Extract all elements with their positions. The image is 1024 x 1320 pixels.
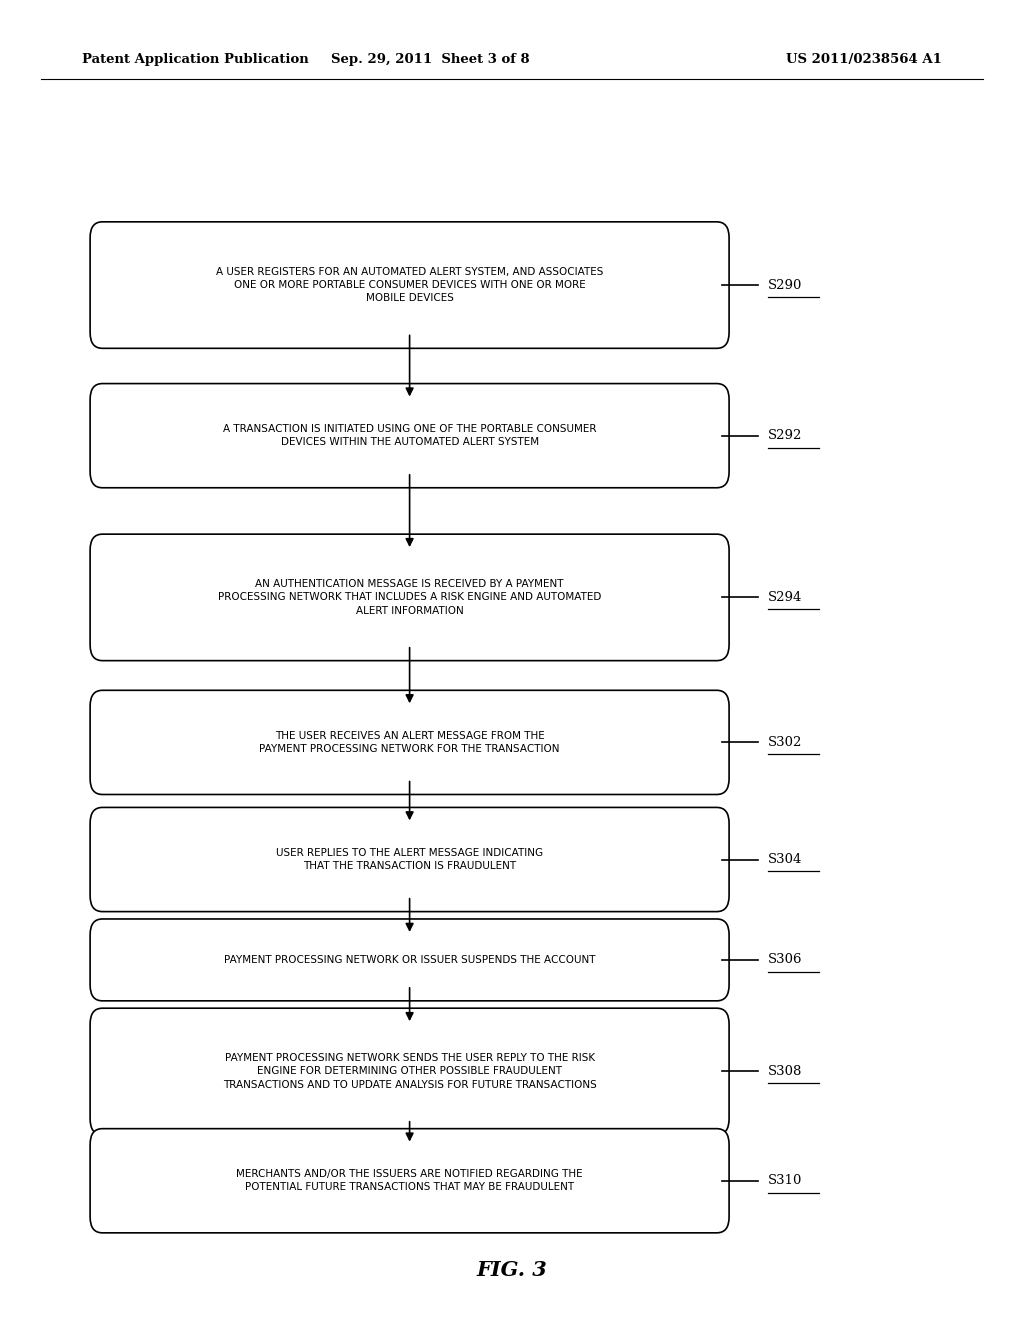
Text: S304: S304: [768, 853, 803, 866]
FancyBboxPatch shape: [90, 808, 729, 912]
Text: A TRANSACTION IS INITIATED USING ONE OF THE PORTABLE CONSUMER
DEVICES WITHIN THE: A TRANSACTION IS INITIATED USING ONE OF …: [223, 424, 596, 447]
Text: MERCHANTS AND/OR THE ISSUERS ARE NOTIFIED REGARDING THE
POTENTIAL FUTURE TRANSAC: MERCHANTS AND/OR THE ISSUERS ARE NOTIFIE…: [237, 1170, 583, 1192]
Text: A USER REGISTERS FOR AN AUTOMATED ALERT SYSTEM, AND ASSOCIATES
ONE OR MORE PORTA: A USER REGISTERS FOR AN AUTOMATED ALERT …: [216, 267, 603, 304]
Text: USER REPLIES TO THE ALERT MESSAGE INDICATING
THAT THE TRANSACTION IS FRAUDULENT: USER REPLIES TO THE ALERT MESSAGE INDICA…: [276, 847, 543, 871]
Text: PAYMENT PROCESSING NETWORK SENDS THE USER REPLY TO THE RISK
ENGINE FOR DETERMINI: PAYMENT PROCESSING NETWORK SENDS THE USE…: [223, 1053, 596, 1089]
Text: FIG. 3: FIG. 3: [476, 1259, 548, 1280]
Text: S306: S306: [768, 953, 803, 966]
Text: THE USER RECEIVES AN ALERT MESSAGE FROM THE
PAYMENT PROCESSING NETWORK FOR THE T: THE USER RECEIVES AN ALERT MESSAGE FROM …: [259, 731, 560, 754]
FancyBboxPatch shape: [90, 919, 729, 1001]
Text: S310: S310: [768, 1175, 803, 1187]
Text: S290: S290: [768, 279, 803, 292]
Text: Sep. 29, 2011  Sheet 3 of 8: Sep. 29, 2011 Sheet 3 of 8: [331, 53, 529, 66]
Text: Patent Application Publication: Patent Application Publication: [82, 53, 308, 66]
FancyBboxPatch shape: [90, 535, 729, 660]
Text: AN AUTHENTICATION MESSAGE IS RECEIVED BY A PAYMENT
PROCESSING NETWORK THAT INCLU: AN AUTHENTICATION MESSAGE IS RECEIVED BY…: [218, 579, 601, 615]
FancyBboxPatch shape: [90, 690, 729, 795]
Text: PAYMENT PROCESSING NETWORK OR ISSUER SUSPENDS THE ACCOUNT: PAYMENT PROCESSING NETWORK OR ISSUER SUS…: [224, 954, 595, 965]
Text: S308: S308: [768, 1065, 803, 1078]
FancyBboxPatch shape: [90, 384, 729, 488]
FancyBboxPatch shape: [90, 1129, 729, 1233]
Text: S292: S292: [768, 429, 803, 442]
Text: S294: S294: [768, 591, 803, 603]
Text: S302: S302: [768, 737, 803, 748]
FancyBboxPatch shape: [90, 222, 729, 348]
Text: US 2011/0238564 A1: US 2011/0238564 A1: [786, 53, 942, 66]
FancyBboxPatch shape: [90, 1008, 729, 1135]
